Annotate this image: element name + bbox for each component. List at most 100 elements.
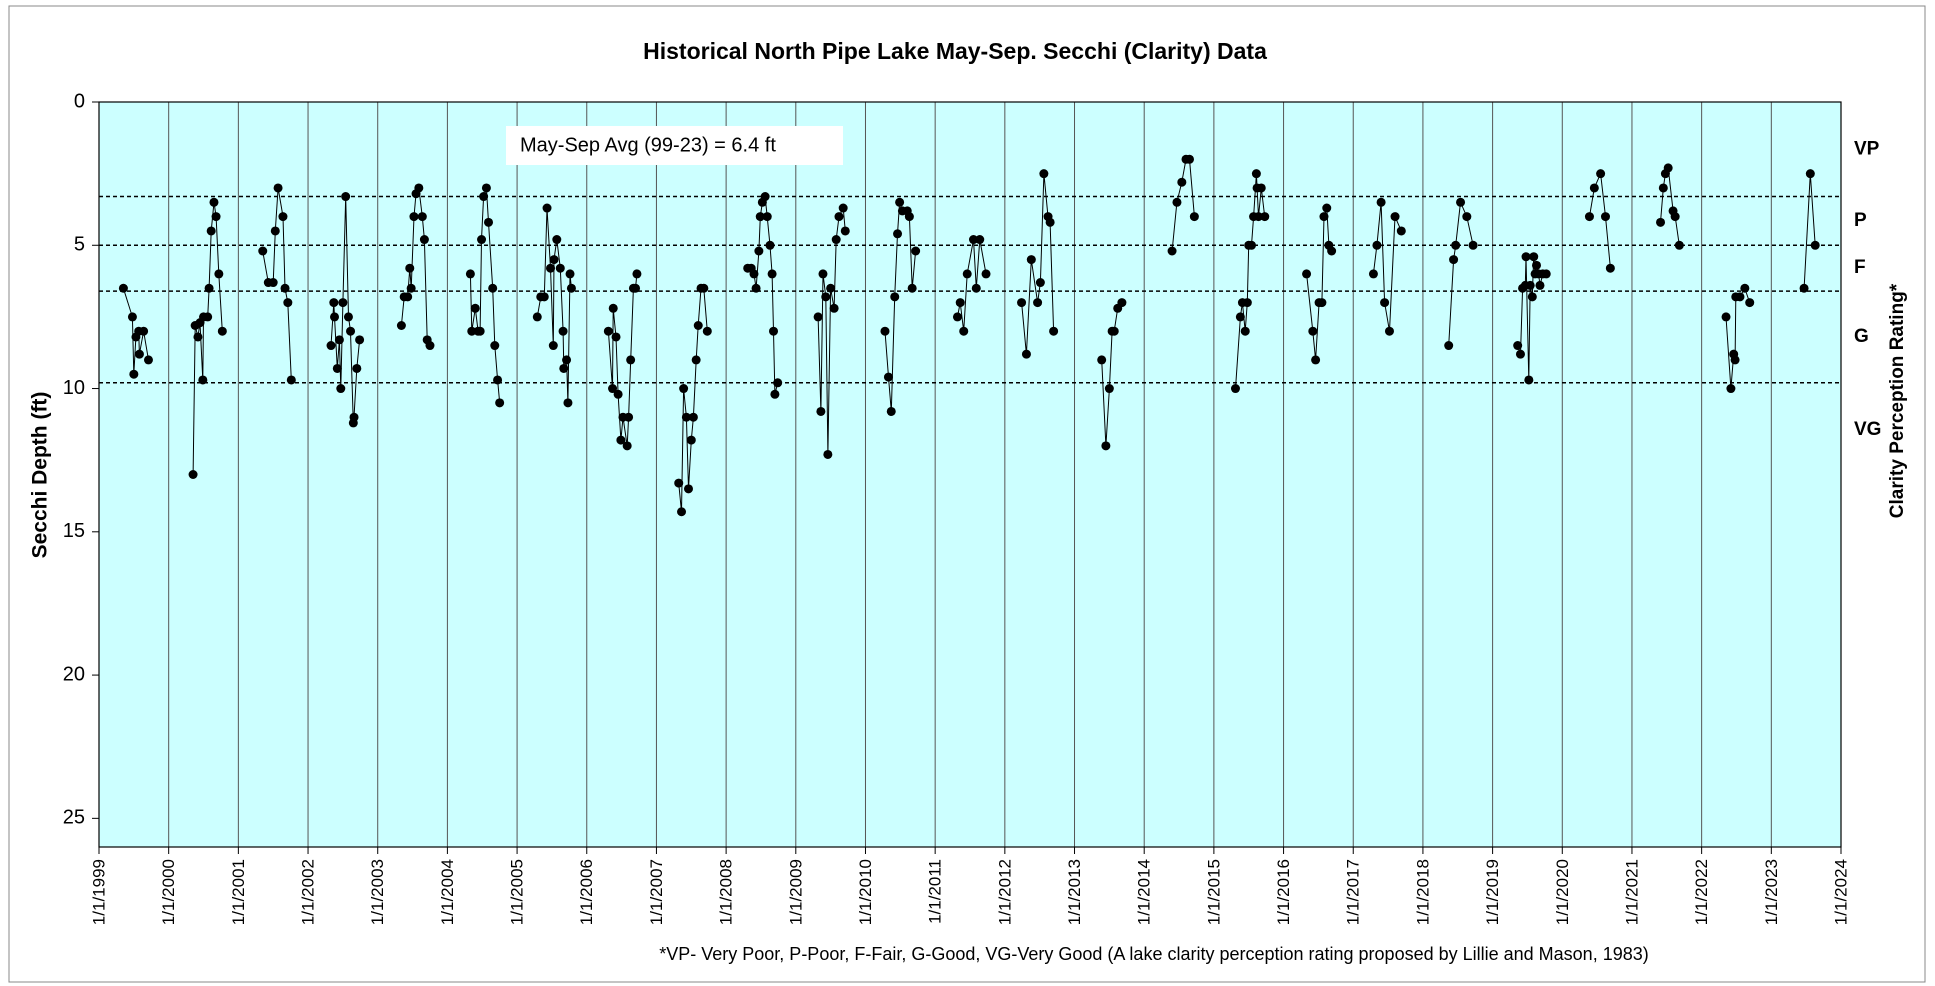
data-point [425, 341, 435, 351]
data-point [217, 326, 227, 336]
x-tick-label: 1/1/2007 [647, 859, 666, 925]
data-point [493, 375, 503, 385]
data-point [1521, 252, 1531, 262]
data-point [1177, 177, 1187, 187]
data-point [1230, 384, 1240, 394]
data-point [1302, 269, 1312, 279]
plot-area [99, 102, 1841, 847]
data-point [484, 217, 494, 227]
data-point [608, 303, 618, 313]
data-point [1527, 292, 1537, 302]
data-point [193, 332, 203, 342]
data-point [330, 312, 340, 322]
data-point [955, 298, 965, 308]
data-point [403, 292, 413, 302]
data-point [821, 292, 831, 302]
data-point [336, 384, 346, 394]
y-axis-label: Secchi Depth (ft) [29, 392, 52, 559]
data-point [143, 355, 153, 365]
data-point [760, 192, 770, 202]
y-tick-label: 10 [63, 377, 85, 399]
data-point [962, 269, 972, 279]
x-tick-label: 1/1/2000 [159, 859, 178, 925]
data-point [975, 235, 985, 245]
x-tick-label: 1/1/2002 [299, 859, 318, 925]
y-tick-label: 0 [74, 90, 85, 112]
data-point [1449, 255, 1459, 265]
data-point [773, 378, 783, 388]
data-point [1049, 326, 1059, 336]
data-point [352, 363, 362, 373]
data-point [674, 478, 684, 488]
data-point [818, 269, 828, 279]
data-point [488, 283, 498, 293]
data-point [1726, 384, 1736, 394]
data-point [1021, 349, 1031, 359]
data-point [686, 435, 696, 445]
x-tick-label: 1/1/2020 [1553, 859, 1572, 925]
data-point [1451, 240, 1461, 250]
data-point [624, 412, 634, 422]
data-point [1097, 355, 1107, 365]
data-point [683, 484, 693, 494]
x-tick-label: 1/1/2006 [577, 859, 596, 925]
data-point [767, 269, 777, 279]
data-point [1541, 269, 1551, 279]
data-point [1740, 283, 1750, 293]
x-tick-label: 1/1/2005 [508, 859, 527, 925]
data-point [613, 389, 623, 399]
data-point [1515, 349, 1525, 359]
data-point [1462, 212, 1472, 222]
data-point [1260, 212, 1270, 222]
x-tick-label: 1/1/2021 [1622, 859, 1641, 925]
data-point [566, 283, 576, 293]
data-point [539, 292, 549, 302]
data-point [278, 212, 288, 222]
data-point [334, 335, 344, 345]
data-point [834, 212, 844, 222]
x-tick-label: 1/1/2009 [786, 859, 805, 925]
x-tick-label: 1/1/2011 [926, 859, 945, 924]
x-tick-label: 1/1/2019 [1483, 859, 1502, 925]
data-point [890, 292, 900, 302]
footnote: *VP- Very Poor, P-Poor, F-Fair, G-Good, … [659, 944, 1648, 964]
data-point [755, 212, 765, 222]
data-point [349, 412, 359, 422]
data-point [838, 203, 848, 213]
rating-label: P [1854, 210, 1867, 231]
data-point [1390, 212, 1400, 222]
data-point [204, 283, 214, 293]
data-point [1658, 183, 1668, 193]
x-tick-label: 1/1/2013 [1065, 859, 1084, 925]
data-point [406, 283, 416, 293]
data-point [1396, 226, 1406, 236]
data-point [332, 363, 342, 373]
data-point [490, 341, 500, 351]
x-tick-label: 1/1/2018 [1413, 859, 1432, 925]
data-point [188, 470, 198, 479]
data-point [495, 398, 505, 408]
data-point [699, 283, 709, 293]
data-point [1101, 441, 1111, 451]
data-point [270, 226, 280, 236]
data-point [1384, 326, 1394, 336]
data-point [268, 278, 278, 288]
rating-label: VP [1854, 138, 1880, 159]
y-tick-label: 15 [63, 520, 85, 542]
data-point [280, 283, 290, 293]
data-point [1444, 341, 1454, 351]
data-point [611, 332, 621, 342]
data-point [481, 183, 491, 193]
data-point [631, 283, 641, 293]
data-point [214, 269, 224, 279]
data-point [1368, 269, 1378, 279]
data-point [1656, 217, 1666, 227]
data-point [952, 312, 962, 322]
data-point [626, 355, 636, 365]
data-point [968, 235, 978, 245]
data-point [405, 263, 415, 273]
data-point [1372, 240, 1382, 250]
data-point [1167, 246, 1177, 256]
data-point [1380, 298, 1390, 308]
